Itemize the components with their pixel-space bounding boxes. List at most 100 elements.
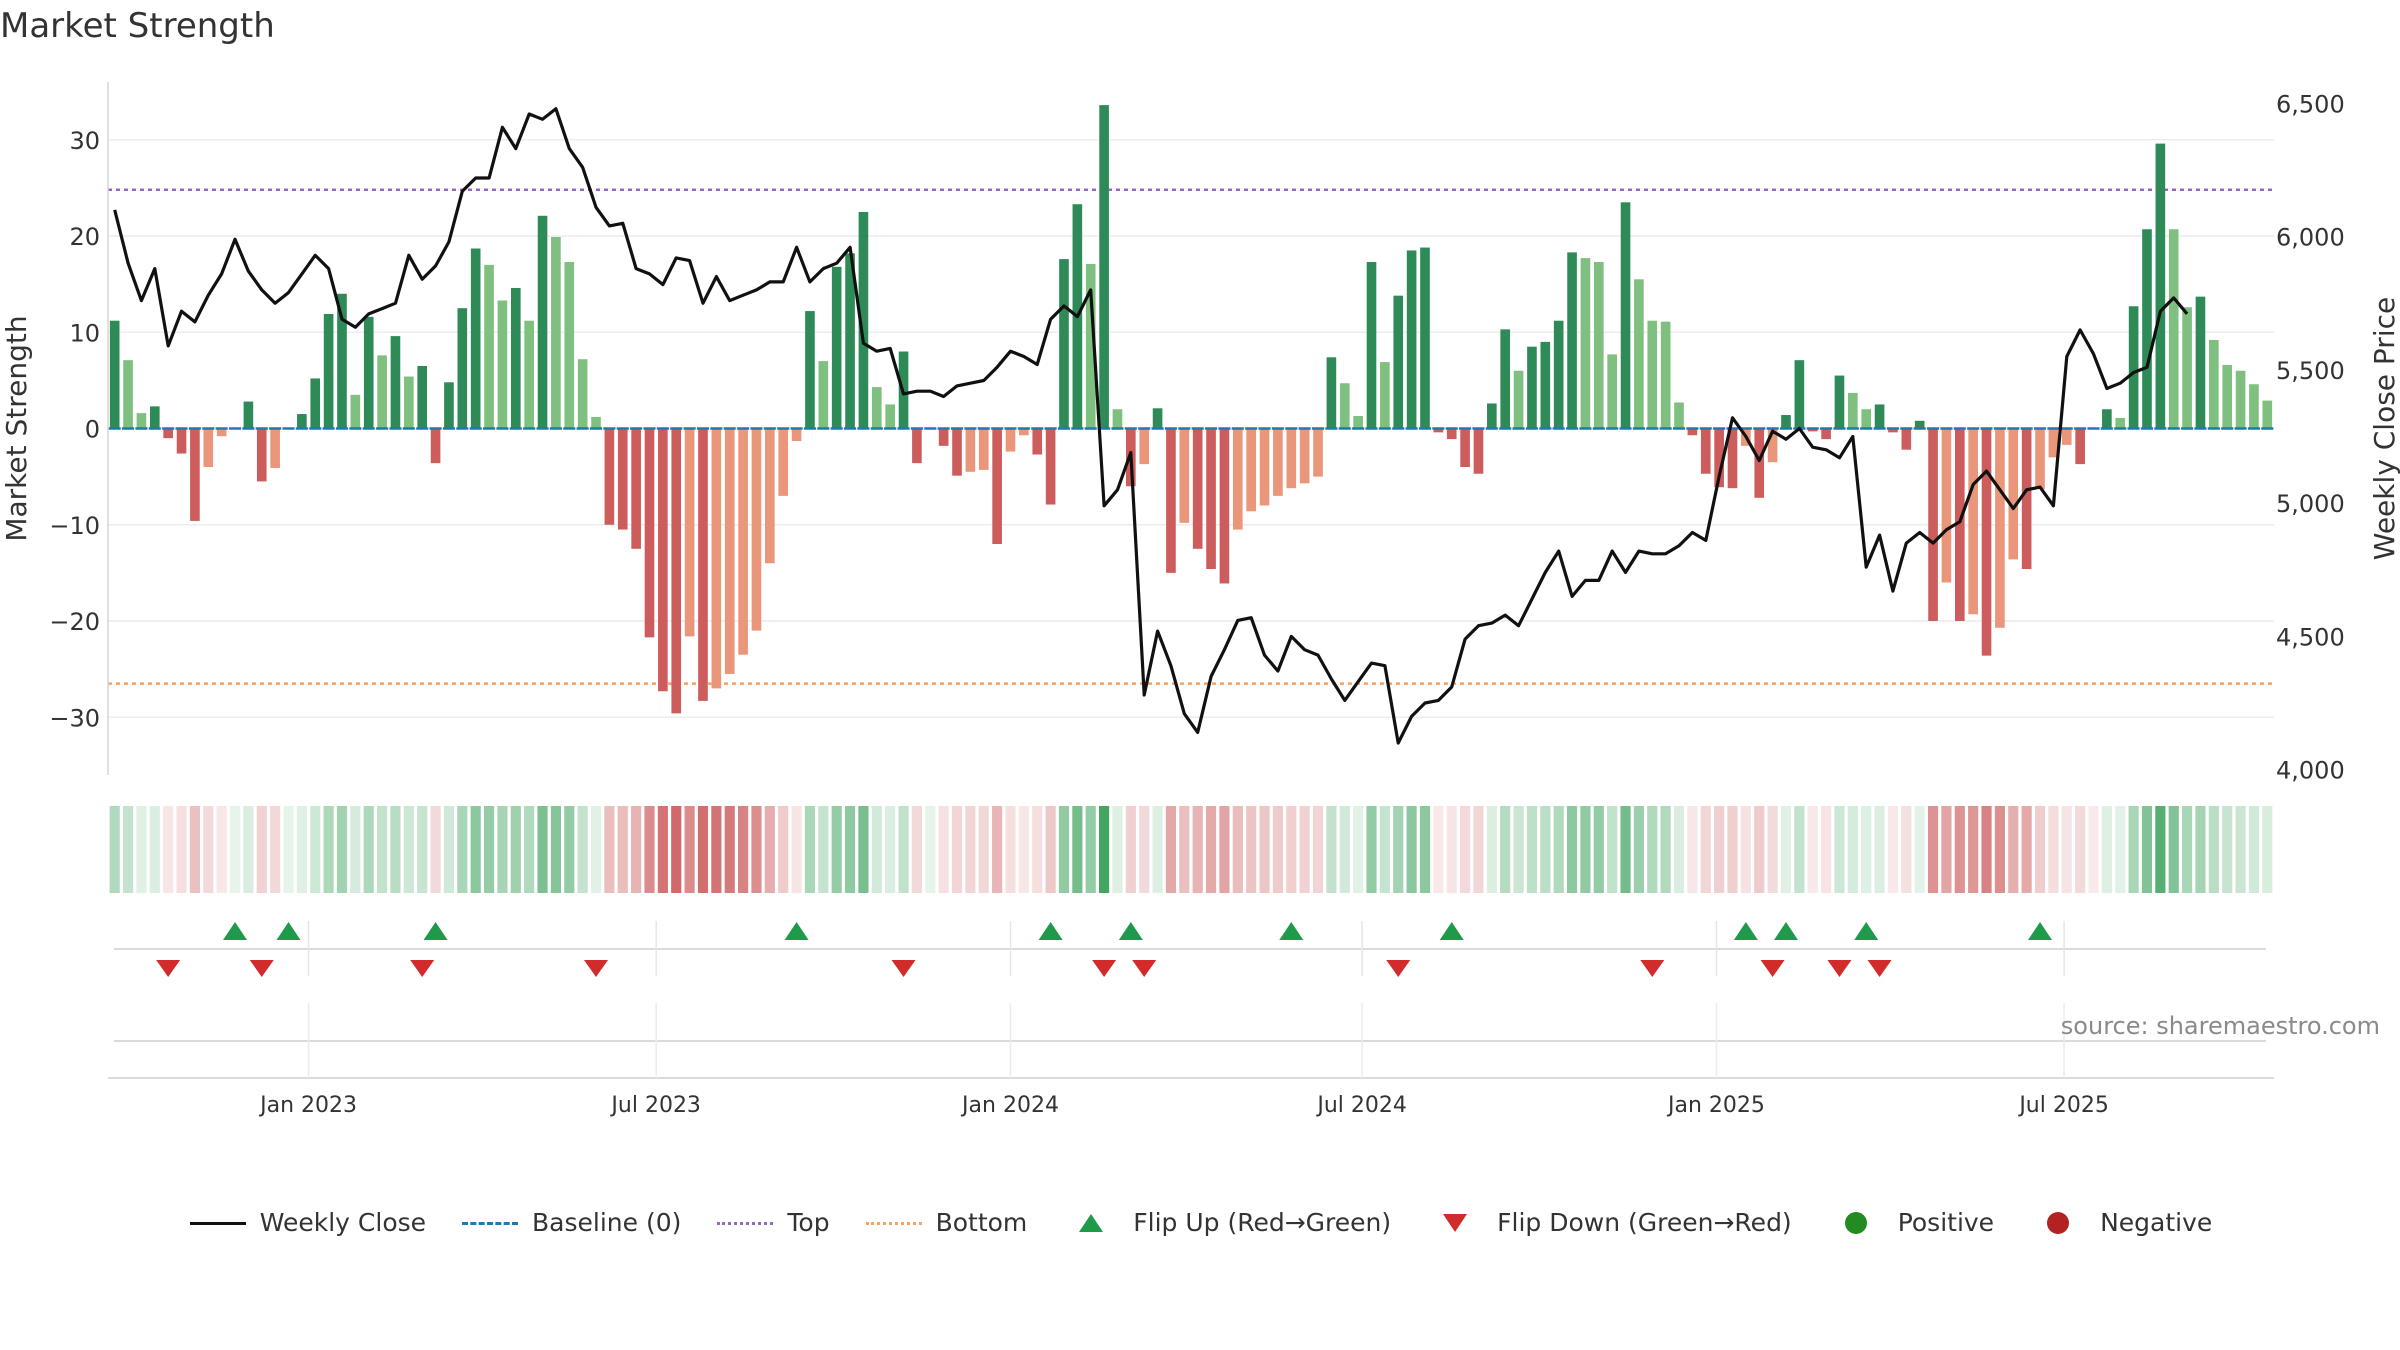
strength-bar	[323, 313, 334, 429]
heat-cell	[430, 806, 441, 893]
strength-bar	[457, 308, 468, 429]
flip-up-marker	[1854, 922, 1879, 940]
heat-cell	[1165, 806, 1177, 893]
heat-cell	[1419, 806, 1431, 893]
heat-cell	[510, 806, 521, 893]
legend-item-flip_up: Flip Up (Red→Green)	[1061, 1208, 1391, 1237]
strength-bar	[363, 316, 374, 429]
heat-cell	[350, 806, 361, 893]
strength-bar	[176, 428, 187, 454]
strength-bar	[337, 293, 347, 429]
heat-cell	[1807, 806, 1818, 893]
heat-cell	[1861, 806, 1872, 893]
heat-cell	[1486, 806, 1497, 893]
strength-bar	[1366, 261, 1377, 429]
strength-bar	[1848, 392, 1858, 429]
heat-cell	[1045, 806, 1056, 893]
strength-bar	[1206, 428, 1216, 570]
heat-cell	[1780, 806, 1792, 893]
heat-cell	[1312, 806, 1324, 893]
heat-cell	[1393, 806, 1404, 893]
heat-cell	[2155, 806, 2166, 893]
strength-bar	[1593, 261, 1604, 429]
strength-bar	[1714, 428, 1724, 488]
heat-cell	[176, 806, 187, 893]
strength-bar	[1152, 408, 1163, 429]
heat-cell	[791, 806, 802, 893]
legend-item-flip_down: Flip Down (Green→Red)	[1425, 1208, 1792, 1237]
strength-bar	[1995, 428, 2005, 628]
strength-bar	[510, 287, 521, 429]
heat-cell	[1232, 806, 1243, 893]
flip-up-marker	[784, 922, 809, 940]
heat-cell	[2075, 806, 2086, 893]
solid-line-icon	[188, 1211, 248, 1235]
heat-cell	[1366, 806, 1377, 893]
flip-up-marker	[276, 922, 301, 940]
strength-bar	[297, 414, 307, 429]
strength-bar	[1687, 428, 1698, 436]
strength-bar	[1326, 357, 1337, 429]
legend-label: Baseline (0)	[532, 1208, 682, 1237]
heat-cell	[377, 806, 388, 893]
heat-cell	[1660, 806, 1671, 893]
heat-cell	[470, 806, 481, 893]
strength-bar	[243, 401, 254, 429]
strength-bar	[190, 428, 200, 521]
strength-bar	[684, 428, 695, 637]
strength-bar	[470, 248, 481, 429]
strength-bar	[551, 236, 561, 429]
legend-item-top: Top	[715, 1208, 830, 1237]
x-tick-label: Jan 2024	[960, 1093, 1059, 1118]
strength-bar	[136, 413, 147, 429]
heat-cell	[1205, 806, 1217, 893]
strength-bars	[108, 105, 2274, 714]
chart-legend: Weekly Close Baseline (0) Top Bottom Flip Up…	[0, 1208, 2400, 1237]
strength-bar	[377, 355, 387, 429]
strength-bar	[2209, 339, 2219, 429]
strength-bar	[163, 428, 173, 439]
heat-cell	[1219, 806, 1230, 893]
heat-cell	[684, 806, 695, 893]
heat-cell	[1607, 806, 1618, 893]
heat-cell	[136, 806, 147, 893]
flip-up-marker	[1118, 922, 1143, 940]
heat-cell	[363, 806, 374, 893]
strength-bar	[2168, 229, 2179, 429]
strength-bar	[845, 253, 855, 429]
strength-bar	[1821, 428, 1831, 440]
flip-down-marker	[1132, 960, 1157, 977]
heat-cell	[270, 806, 281, 893]
y2-tick-label: 4,000	[2276, 757, 2345, 785]
heat-cell	[1179, 806, 1190, 893]
flip-down-marker	[584, 960, 609, 977]
heat-cell	[1379, 806, 1390, 893]
heat-cell	[2115, 806, 2126, 893]
legend-item-negative: Negative	[2028, 1208, 2212, 1237]
heat-cell	[818, 806, 829, 893]
heat-cell	[577, 806, 588, 893]
strength-bar	[1460, 428, 1470, 467]
x-axis: Jan 2023 Jul 2023 Jan 2024 Jul 2024 Jan 2025…	[108, 921, 2274, 1118]
strength-bar	[1339, 383, 1350, 429]
y-tick-label: 20	[69, 223, 100, 251]
strength-bar	[952, 428, 962, 476]
strength-bar	[524, 320, 534, 429]
strength-bar	[1487, 403, 1497, 429]
heat-cell	[1714, 806, 1725, 893]
heat-cell	[1540, 806, 1551, 893]
triangle-up-icon	[1061, 1211, 1121, 1235]
y2-tick-label: 5,000	[2276, 490, 2345, 518]
dot-icon	[2028, 1211, 2088, 1235]
strength-bar	[310, 378, 321, 429]
heat-cell	[1286, 806, 1297, 893]
heat-cell	[216, 806, 227, 893]
heat-cell	[443, 806, 455, 893]
heat-cell	[724, 806, 735, 893]
heat-cell	[938, 806, 949, 893]
heat-cell	[457, 806, 468, 893]
heat-cell	[1446, 806, 1457, 893]
heat-cell	[1259, 806, 1270, 893]
strength-bar	[1019, 428, 1029, 436]
strength-bar	[1246, 428, 1256, 512]
